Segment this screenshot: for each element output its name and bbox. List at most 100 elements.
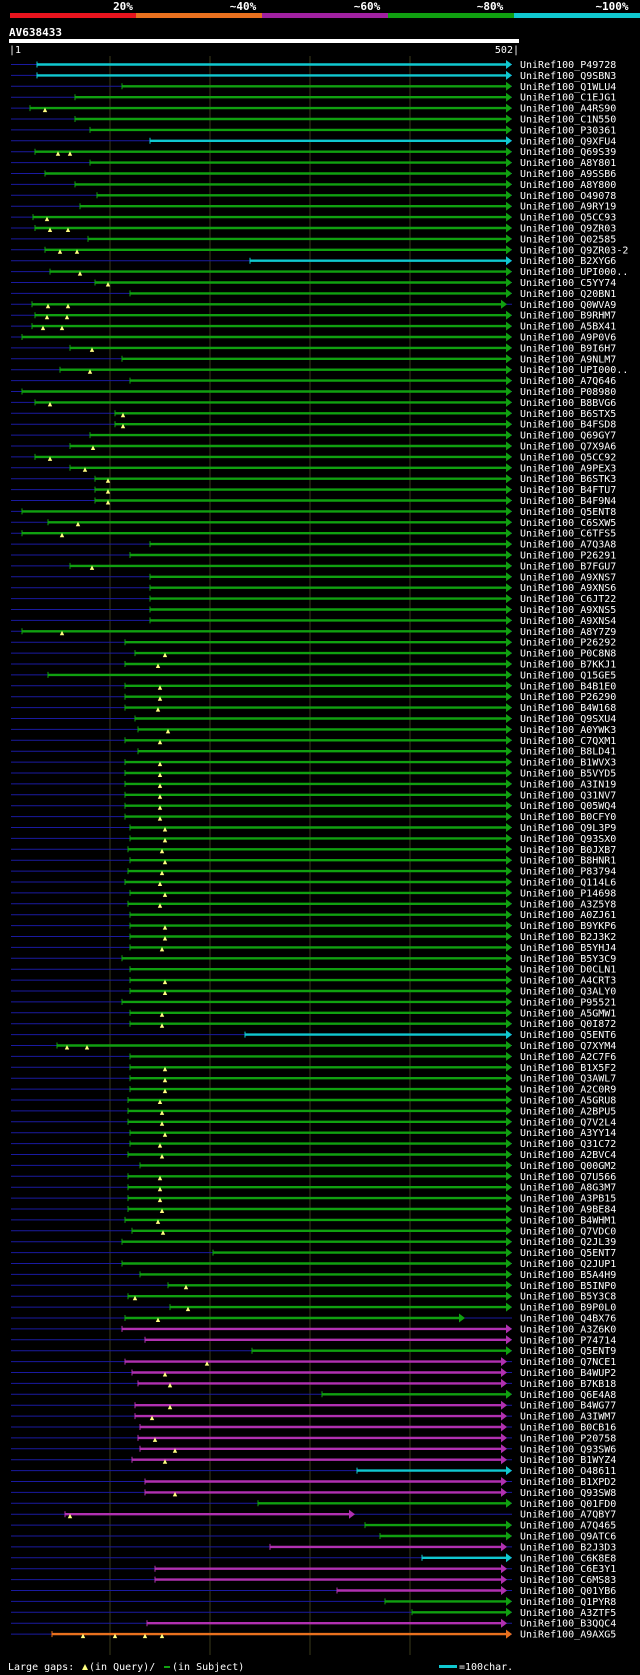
alignment-row: UniRef100_Q7U566 [11, 1171, 616, 1183]
row-label: UniRef100_Q7VDC0 [520, 1226, 616, 1237]
gap-marker [167, 1404, 173, 1410]
alignment-row: UniRef100_A7Q465 [11, 1520, 616, 1532]
row-label: UniRef100_C5YY74 [520, 278, 616, 289]
row-end-arrow [506, 321, 512, 331]
row-end-arrow [506, 430, 512, 440]
alignment-row: UniRef100_B6STX5 [11, 408, 616, 420]
alignment-row: UniRef100_A8Y800 [11, 179, 616, 191]
scale-band-3 [262, 13, 388, 18]
row-end-arrow [506, 790, 512, 800]
row-label: UniRef100_B1WVX3 [520, 758, 616, 769]
row-label: UniRef100_Q93SW6 [520, 1444, 616, 1455]
row-end-arrow [506, 136, 512, 146]
row-label: UniRef100_A3Z5Y8 [520, 899, 616, 910]
gap-marker [105, 489, 111, 494]
alignment-row: UniRef100_Q3AWL7 [11, 1073, 616, 1085]
row-end-arrow [506, 365, 512, 375]
alignment-row: UniRef100_A3IWM7 [11, 1411, 616, 1423]
gap-marker [155, 707, 161, 712]
row-end-arrow [506, 746, 512, 756]
alignment-row: UniRef100_Q9ATC6 [11, 1531, 616, 1543]
row-label: UniRef100_A8G3M7 [520, 1183, 616, 1194]
gap-marker [77, 271, 83, 276]
alignment-row: UniRef100_C6E3Y1 [11, 1564, 616, 1575]
row-end-arrow [506, 1629, 512, 1639]
alignment-row: UniRef100_Q5ENT8 [11, 506, 616, 518]
gap-marker [112, 1633, 118, 1639]
gap-marker [162, 652, 168, 658]
row-label: UniRef100_B7FGU7 [520, 561, 616, 572]
row-end-arrow [506, 615, 512, 625]
row-label: UniRef100_A3ZTF5 [520, 1608, 616, 1619]
alignment-row: UniRef100_A2BVC4 [11, 1150, 616, 1161]
alignment-row: UniRef100_Q9ZR03 [11, 223, 616, 235]
row-label: UniRef100_C6E3Y1 [520, 1564, 616, 1575]
row-label: UniRef100_P83794 [520, 867, 616, 878]
row-end-arrow [506, 997, 512, 1007]
row-label: UniRef100_Q5CC93 [520, 213, 616, 224]
row-label: UniRef100_Q9ZR03-2 [520, 245, 628, 256]
row-label: UniRef100_Q4BX76 [520, 1314, 616, 1325]
row-label: UniRef100_Q05WQ4 [520, 801, 616, 812]
row-label: UniRef100_B6STX5 [520, 409, 616, 420]
row-label: UniRef100_B5A4H9 [520, 1270, 616, 1281]
row-end-arrow [506, 1106, 512, 1116]
alignment-row: UniRef100_A9PEX3 [11, 463, 616, 474]
row-end-arrow [506, 1291, 512, 1301]
row-label: UniRef100_Q6E4A8 [520, 1390, 616, 1401]
alignment-row: UniRef100_B4WUP2 [11, 1368, 616, 1379]
row-label: UniRef100_Q69GY7 [520, 431, 616, 442]
row-label: UniRef100_A4RS90 [520, 104, 616, 115]
row-end-arrow [506, 932, 512, 941]
gap-marker [159, 1023, 165, 1028]
gap-marker [162, 892, 168, 897]
row-end-arrow [501, 1618, 507, 1628]
gap-marker [160, 1230, 166, 1235]
gap-marker [157, 1099, 163, 1104]
row-label: UniRef100_B1WYZ4 [520, 1455, 616, 1466]
gap-marker [162, 1077, 168, 1083]
row-end-arrow [506, 942, 512, 952]
alignment-row: UniRef100_B2J3K2 [11, 932, 616, 943]
alignment-row: UniRef100_A7Q3A8 [11, 539, 616, 551]
row-label: UniRef100_UPI000.. [520, 365, 628, 376]
row-end-arrow [501, 1586, 507, 1595]
row-end-arrow [501, 299, 507, 309]
row-label: UniRef100_B5INP0 [520, 1281, 616, 1292]
row-end-arrow [506, 1466, 512, 1476]
alignment-row: UniRef100_Q9SBN3 [11, 70, 616, 82]
row-label: UniRef100_Q3ALY0 [520, 987, 616, 998]
gap-marker [89, 347, 95, 352]
row-label: UniRef100_B5Y3C8 [520, 1292, 616, 1303]
row-label: UniRef100_UPI000.. [520, 267, 628, 278]
row-label: UniRef100_A9XNS7 [520, 572, 616, 583]
row-label: UniRef100_P30361 [520, 125, 616, 136]
alignment-row: UniRef100_A8G3M7 [11, 1182, 616, 1194]
axis-start-label: |1 [9, 45, 21, 56]
gap-marker [204, 1361, 210, 1366]
alignment-row: UniRef100_O48611 [11, 1466, 616, 1477]
query-title: AV638433 [9, 26, 62, 39]
row-label: UniRef100_B4W168 [520, 703, 616, 714]
gap-marker [159, 1633, 165, 1639]
alignment-row: UniRef100_A2C0R9 [11, 1084, 616, 1096]
row-label: UniRef100_O48611 [520, 1466, 616, 1477]
row-label: UniRef100_A2C7F6 [520, 1052, 616, 1063]
legend-query-label: (in Query)/ [89, 1662, 155, 1673]
alignment-row: UniRef100_C6MS83 [11, 1575, 616, 1586]
row-end-arrow [506, 910, 512, 920]
gap-marker [165, 728, 171, 734]
row-end-arrow [506, 1215, 512, 1225]
gap-marker [155, 663, 161, 668]
alignment-row: UniRef100_Q7X9A6 [11, 441, 616, 453]
row-end-arrow [506, 463, 512, 473]
gap-marker [59, 325, 65, 331]
alignment-row: UniRef100_Q7XYM4 [11, 1041, 616, 1052]
row-label: UniRef100_A5GMW1 [520, 1008, 616, 1019]
alignment-row: UniRef100_A7QBY7 [11, 1509, 616, 1521]
row-label: UniRef100_P95521 [520, 997, 616, 1008]
alignment-row: UniRef100_C7QXM1 [11, 735, 616, 747]
row-end-arrow [506, 583, 512, 593]
row-label: UniRef100_B4WUP2 [520, 1368, 616, 1379]
